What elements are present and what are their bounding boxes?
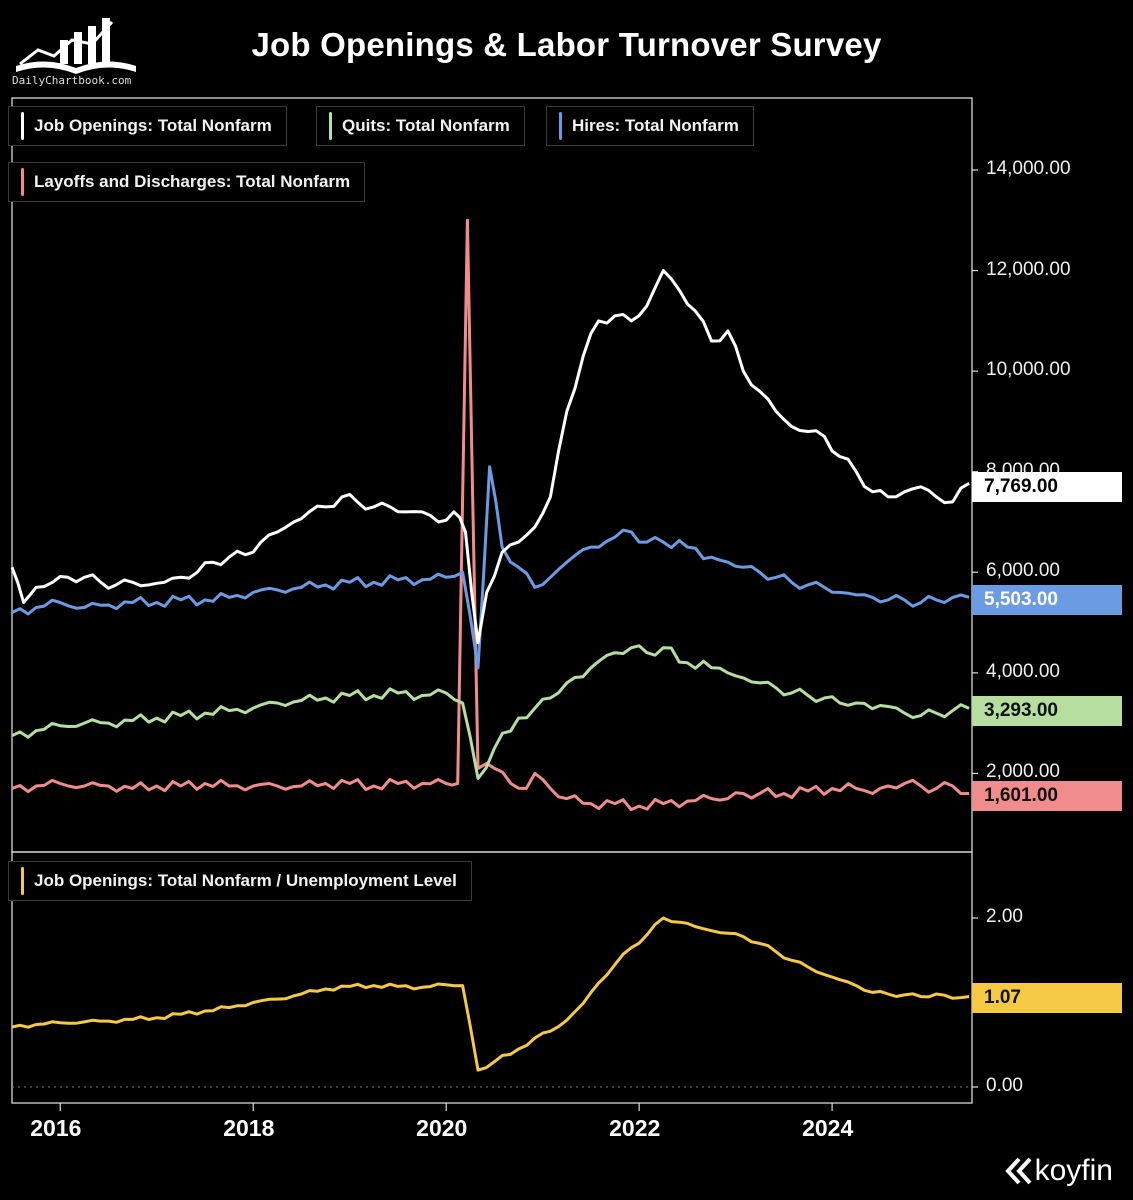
y-tick-label: 14,000.00	[986, 158, 1071, 179]
y-tick-label: 6,000.00	[986, 560, 1060, 582]
y-tick-label: 4,000.00	[986, 660, 1060, 682]
legend-swatch	[559, 112, 562, 140]
legend-layoffs[interactable]: Layoffs and Discharges: Total Nonfarm	[8, 162, 366, 202]
legend-swatch	[21, 168, 24, 196]
koyfin-logo-icon	[1004, 1157, 1032, 1185]
brand-text: koyfin	[1034, 1154, 1113, 1187]
y-tick-label: 2,000.00	[986, 761, 1060, 783]
series-line-quits	[11, 644, 970, 780]
x-tick-label: 2022	[609, 1115, 661, 1141]
series-line-ratio	[11, 916, 970, 1072]
legend-ratio[interactable]: Job Openings: Total Nonfarm / Unemployme…	[8, 861, 472, 901]
badge-quits: 3,293.00	[972, 696, 1122, 726]
badge-hires: 5,503.00	[972, 585, 1122, 615]
legend-swatch	[21, 112, 24, 140]
source-text: DailyChartbook.com	[12, 74, 132, 87]
y-tick-label: 10,000.00	[986, 359, 1071, 381]
y-tick-label: 0.00	[986, 1075, 1023, 1096]
legend-hires[interactable]: Hires: Total Nonfarm	[546, 106, 754, 146]
y-tick-label: 12,000.00	[986, 258, 1071, 280]
legend-swatch	[21, 867, 24, 895]
legend-label: Job Openings: Total Nonfarm / Unemployme…	[34, 871, 457, 890]
x-tick-label: 2020	[416, 1115, 468, 1141]
badge-ratio: 1.07	[972, 983, 1122, 1013]
badge-layoffs: 1,601.00	[972, 781, 1122, 811]
y-tick-label: 2.00	[986, 906, 1023, 927]
legend-swatch	[329, 112, 332, 140]
bottom-panel-frame	[11, 851, 973, 1104]
koyfin-brand: koyfin	[1004, 1154, 1113, 1188]
x-tick-label: 2016	[30, 1115, 82, 1141]
series-line-layoffs	[11, 218, 970, 812]
x-tick-label: 2024	[802, 1115, 854, 1141]
legend-label: Hires: Total Nonfarm	[572, 116, 739, 135]
x-tick-label: 2018	[223, 1115, 275, 1141]
series-line-hires	[11, 465, 970, 670]
chart-title: Job Openings & Labor Turnover Survey	[251, 26, 882, 63]
badge-job-openings: 7,769.00	[972, 472, 1122, 502]
series-line-job-openings	[10, 269, 970, 645]
legend-label: Layoffs and Discharges: Total Nonfarm	[34, 172, 351, 191]
dailychartbook-logo	[12, 10, 142, 90]
legend-job-openings[interactable]: Job Openings: Total Nonfarm	[8, 106, 287, 146]
y-tick-label: 8,000.00	[986, 459, 1060, 481]
legend-quits[interactable]: Quits: Total Nonfarm	[316, 106, 525, 146]
legend-label: Job Openings: Total Nonfarm	[34, 116, 272, 135]
legend-label: Quits: Total Nonfarm	[342, 116, 510, 135]
